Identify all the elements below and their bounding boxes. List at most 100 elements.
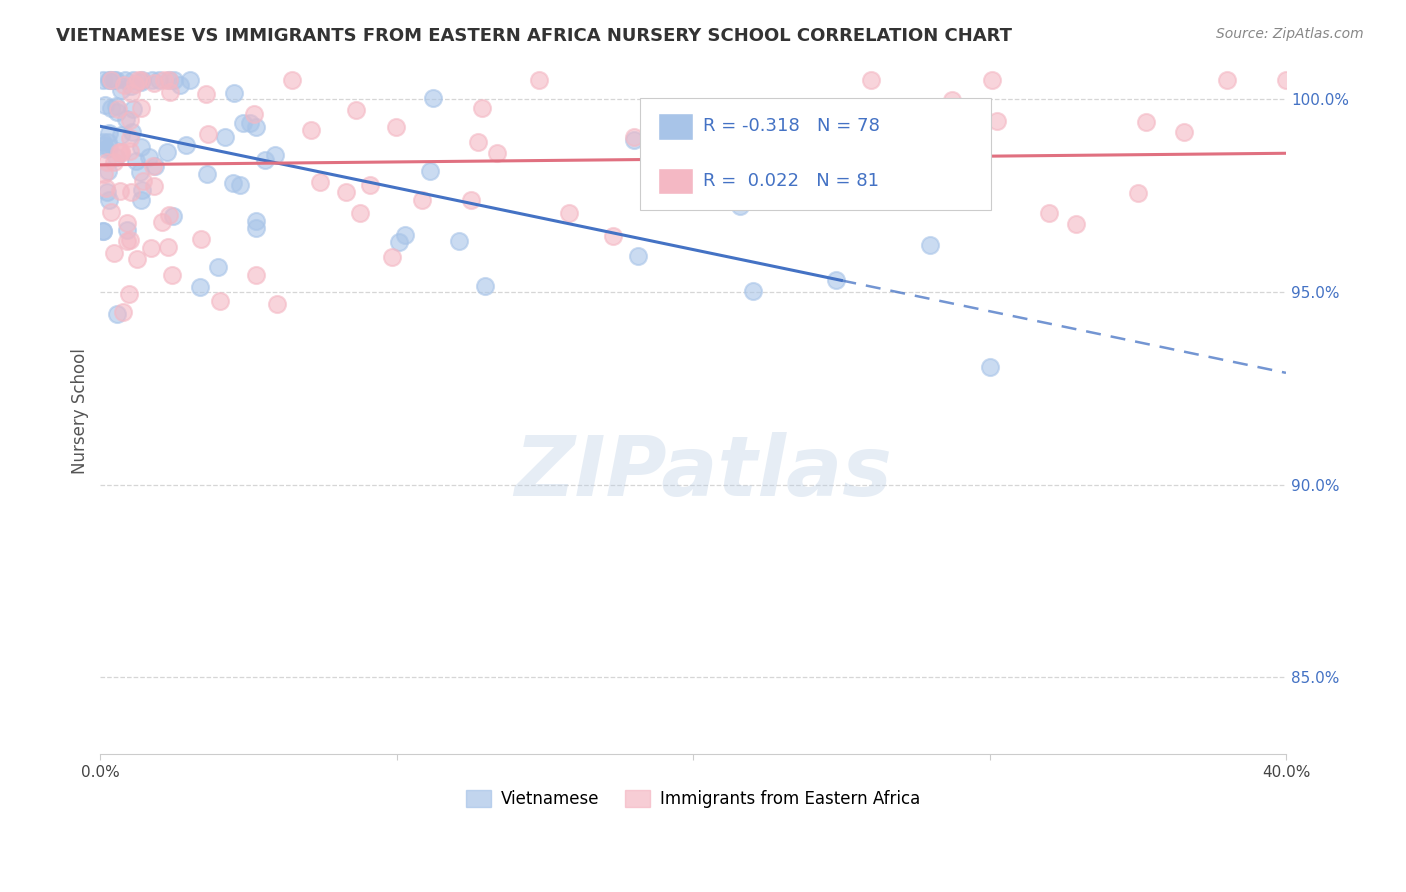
Text: Source: ZipAtlas.com: Source: ZipAtlas.com xyxy=(1216,27,1364,41)
Point xyxy=(344,103,367,118)
Point xyxy=(108,145,131,160)
Point xyxy=(741,159,763,173)
Point xyxy=(100,101,122,115)
Point xyxy=(920,238,942,252)
Point xyxy=(335,185,357,199)
Point xyxy=(214,130,236,145)
Point xyxy=(103,73,125,87)
Point xyxy=(162,209,184,223)
Point xyxy=(157,73,180,87)
Point xyxy=(103,154,125,169)
Point xyxy=(419,164,441,178)
Point xyxy=(894,128,917,142)
Point xyxy=(97,164,120,178)
Point xyxy=(129,164,152,178)
Point xyxy=(266,296,288,310)
Point xyxy=(388,235,411,250)
Point xyxy=(131,73,153,87)
Point xyxy=(174,138,197,153)
Point xyxy=(100,205,122,219)
Point xyxy=(141,73,163,87)
Point xyxy=(139,241,162,255)
Point xyxy=(103,245,125,260)
Point xyxy=(129,193,152,207)
Text: R = -0.318   N = 78: R = -0.318 N = 78 xyxy=(703,117,880,135)
Point xyxy=(131,183,153,197)
Point xyxy=(100,73,122,87)
Y-axis label: Nursery School: Nursery School xyxy=(72,349,89,475)
Point xyxy=(124,154,146,169)
Point xyxy=(907,169,929,183)
Text: VIETNAMESE VS IMMIGRANTS FROM EASTERN AFRICA NURSERY SCHOOL CORRELATION CHART: VIETNAMESE VS IMMIGRANTS FROM EASTERN AF… xyxy=(56,27,1012,45)
Point xyxy=(129,140,152,154)
Point xyxy=(385,120,408,135)
Point xyxy=(143,159,166,173)
Point xyxy=(98,73,121,87)
Point xyxy=(263,148,285,162)
Point xyxy=(381,250,404,264)
Point xyxy=(120,233,142,247)
Point xyxy=(117,216,139,230)
Point xyxy=(91,224,114,238)
Point xyxy=(110,145,132,160)
Point xyxy=(623,133,645,147)
Point xyxy=(157,240,180,254)
Point xyxy=(824,273,846,287)
Point xyxy=(243,107,266,121)
Point xyxy=(96,155,118,169)
Point xyxy=(682,113,704,128)
Point xyxy=(132,173,155,187)
Point xyxy=(245,214,267,228)
Point xyxy=(120,186,142,200)
Point xyxy=(138,150,160,164)
Point xyxy=(195,87,218,101)
Point xyxy=(349,206,371,220)
Text: R =  0.022   N = 81: R = 0.022 N = 81 xyxy=(703,172,879,190)
Point xyxy=(254,153,277,168)
Point xyxy=(280,73,302,87)
Point xyxy=(110,146,132,161)
Point xyxy=(156,145,179,159)
Point xyxy=(118,144,141,158)
Point xyxy=(124,77,146,91)
Point xyxy=(129,102,152,116)
Point xyxy=(104,150,127,164)
Legend: Vietnamese, Immigrants from Eastern Africa: Vietnamese, Immigrants from Eastern Afri… xyxy=(460,783,927,814)
Point xyxy=(1275,73,1298,87)
Point xyxy=(120,86,142,100)
Point xyxy=(117,223,139,237)
Point xyxy=(195,167,218,181)
Point xyxy=(558,205,581,219)
Point xyxy=(143,179,166,194)
Point xyxy=(112,78,135,92)
Point xyxy=(460,194,482,208)
Point xyxy=(232,116,254,130)
Point xyxy=(141,159,163,173)
Point xyxy=(115,234,138,248)
Point xyxy=(157,208,180,222)
Point xyxy=(627,249,650,263)
Point xyxy=(229,178,252,193)
Point xyxy=(941,93,963,107)
Point xyxy=(98,141,121,155)
Point xyxy=(104,99,127,113)
Point xyxy=(110,83,132,97)
Point xyxy=(485,145,508,160)
Point xyxy=(207,260,229,274)
Point xyxy=(471,101,494,115)
Point xyxy=(114,73,136,87)
Point xyxy=(153,73,176,87)
Point xyxy=(129,73,152,87)
Point xyxy=(163,73,186,87)
Point xyxy=(208,293,231,308)
Point xyxy=(169,78,191,92)
Point xyxy=(245,120,267,135)
Point xyxy=(97,135,120,149)
Point xyxy=(1064,218,1087,232)
Point xyxy=(920,174,942,188)
Point xyxy=(115,112,138,127)
Point xyxy=(98,127,121,141)
Point xyxy=(529,73,551,87)
Point xyxy=(94,181,117,195)
Point xyxy=(411,193,433,207)
